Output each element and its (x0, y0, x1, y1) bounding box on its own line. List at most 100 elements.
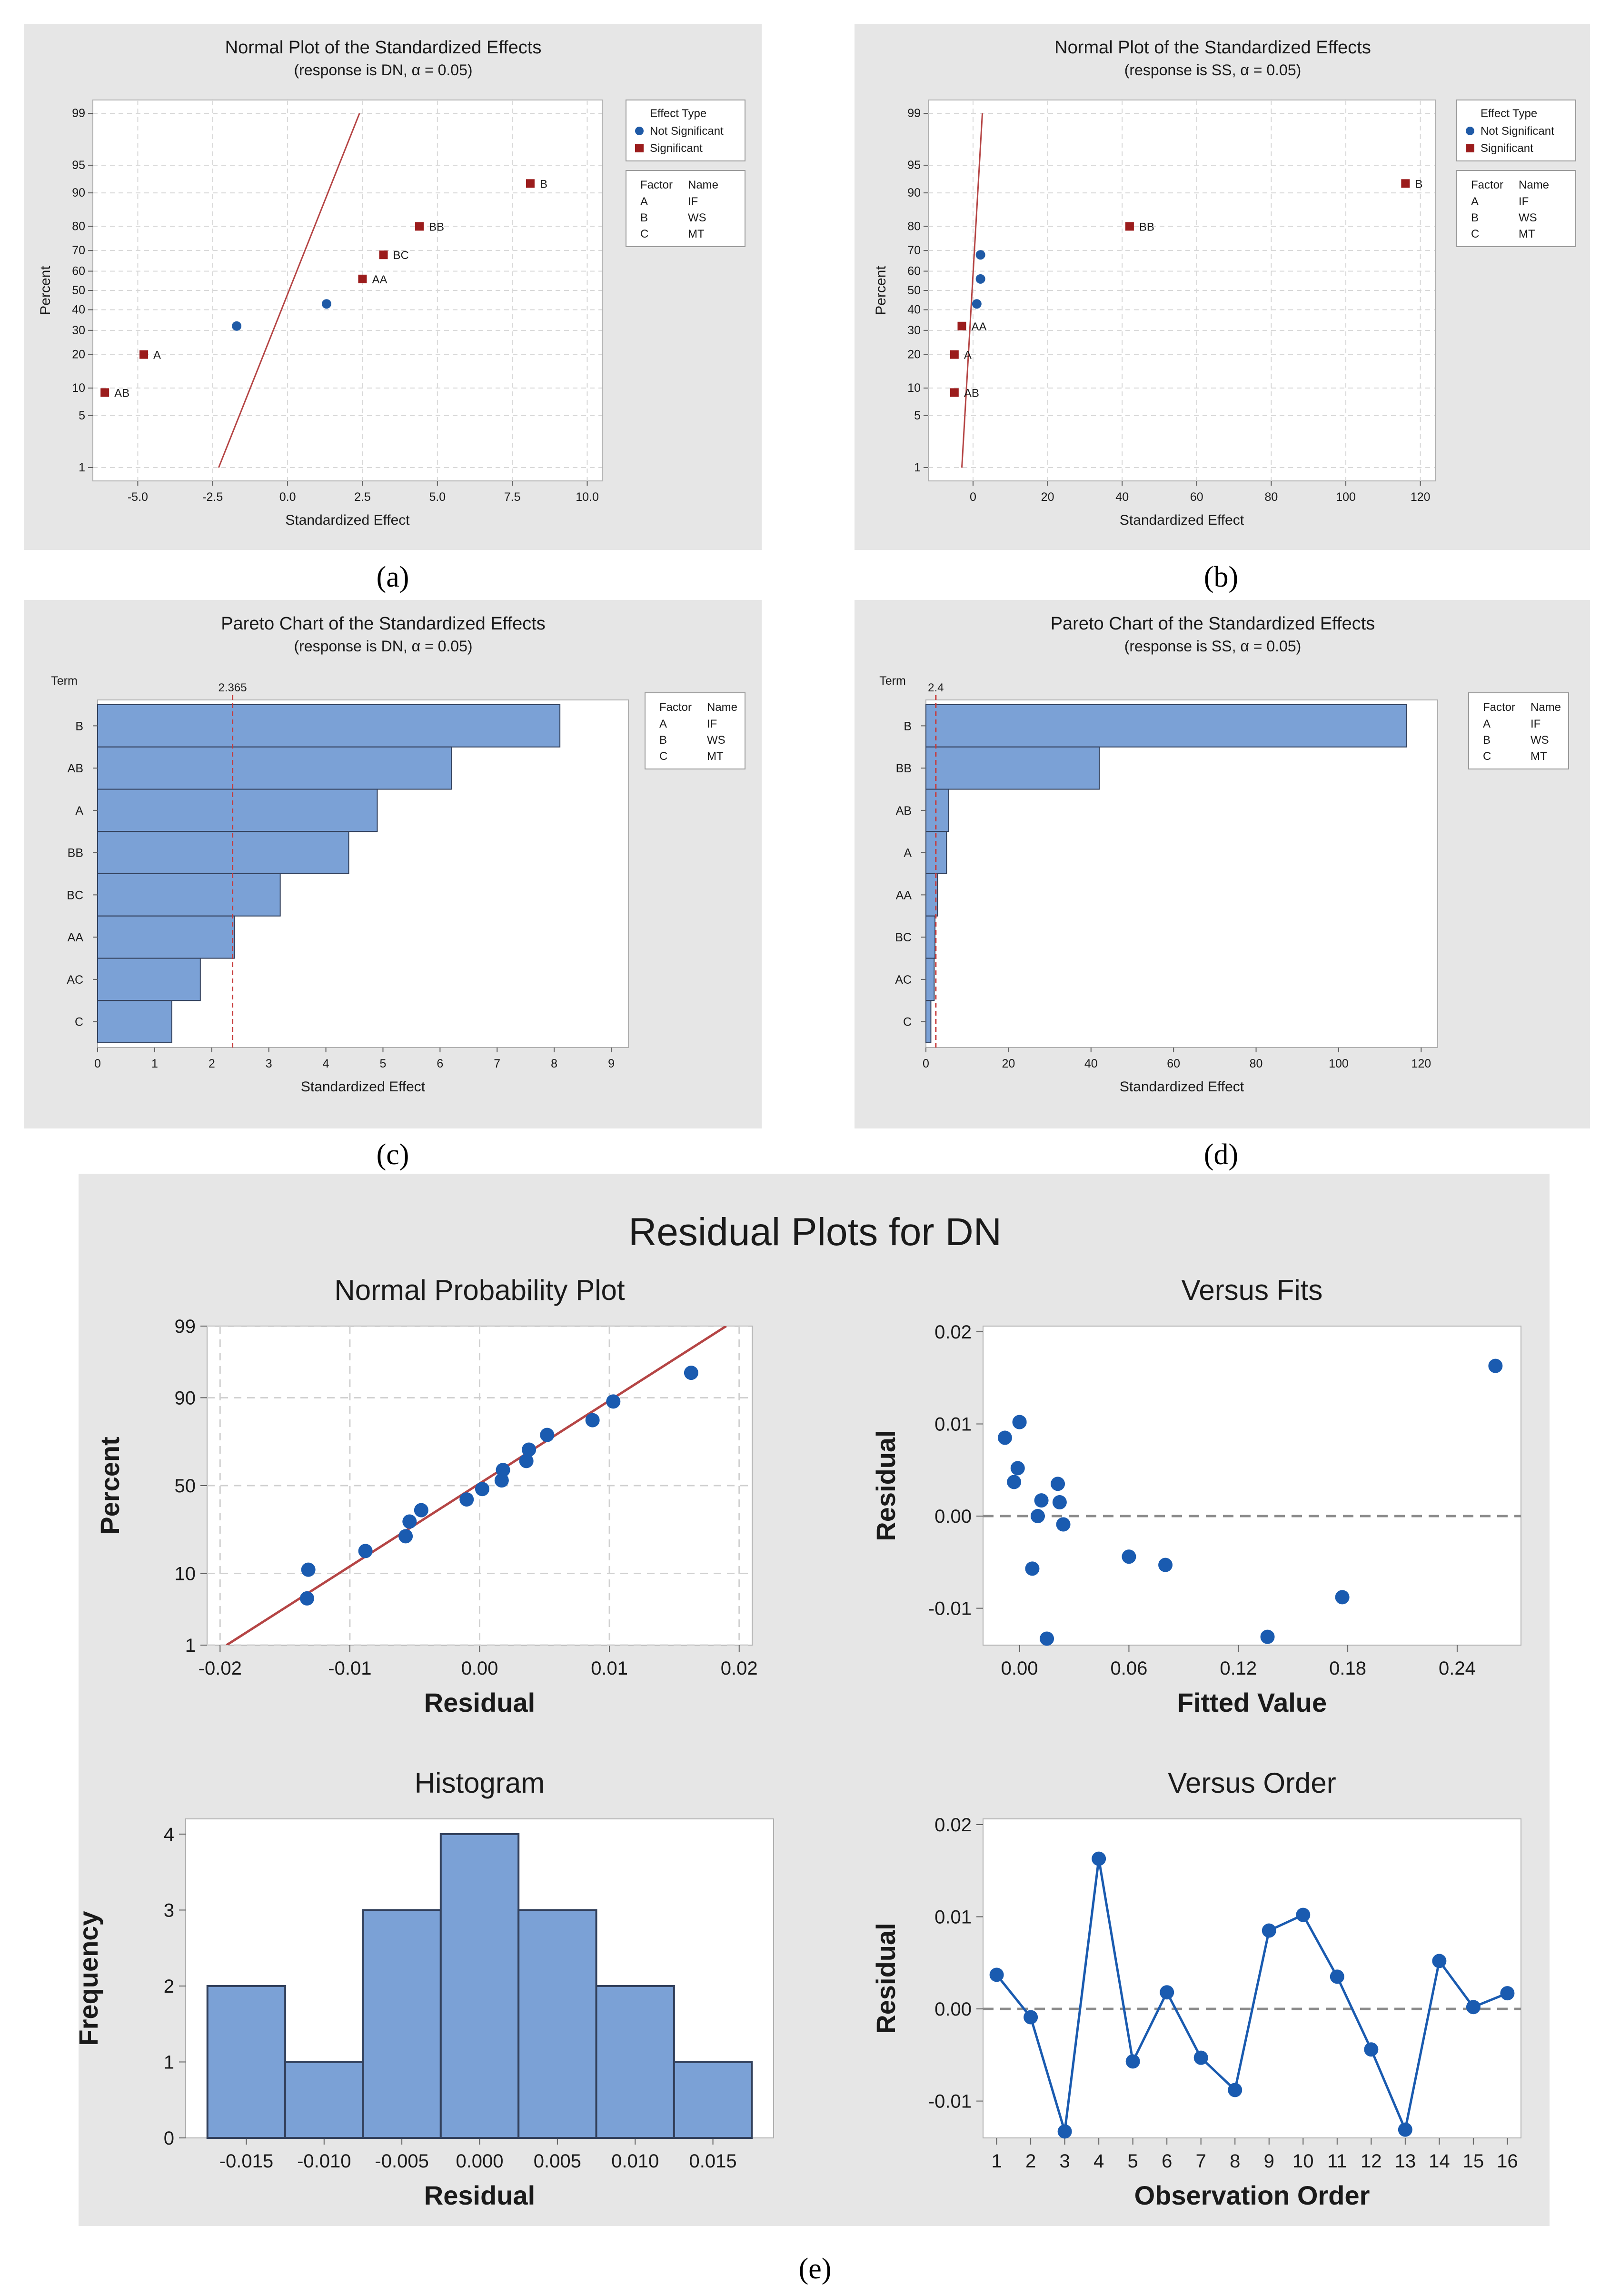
x-tick-label: 0.01 (591, 1658, 628, 1679)
factor-code: A (1483, 718, 1491, 730)
x-tick-label: 4 (1093, 2151, 1104, 2172)
residual-point (1024, 2010, 1038, 2025)
y-tick-label: 40 (907, 303, 921, 317)
residual-point (1193, 2050, 1208, 2065)
histogram-bar (439, 1833, 520, 2139)
factor-code: A (1471, 195, 1479, 208)
x-tick-label: -0.01 (328, 1658, 371, 1679)
point-label: BB (1139, 220, 1154, 233)
reference-line (961, 113, 984, 468)
residual-point (475, 1482, 489, 1497)
x-tick-label: -5.0 (128, 490, 148, 504)
x-tick-label: 0.0 (279, 490, 296, 504)
factor-code: C (659, 750, 667, 763)
y-tick-label: 30 (72, 324, 85, 337)
significant-point (358, 274, 367, 283)
x-tick-label: 100 (1329, 1057, 1349, 1070)
residual-point (1051, 1477, 1065, 1491)
y-tick-label: 1 (79, 461, 85, 474)
caption-d: (d) (1204, 1138, 1238, 1171)
factor-code: A (640, 195, 648, 208)
term-label: AA (896, 888, 912, 902)
point-label: A (153, 349, 161, 362)
x-tick-label: 4 (323, 1057, 329, 1070)
histogram-bar (517, 1909, 597, 2139)
y-tick-label: 3 (164, 1900, 174, 1921)
residual-point (540, 1428, 555, 1442)
y-tick-label: 95 (72, 159, 85, 172)
y-tick-label: 2 (164, 1976, 174, 1997)
residual-plots-title: Residual Plots for DN (628, 1210, 1002, 1254)
point-label: B (1415, 178, 1422, 190)
term-label: C (75, 1016, 83, 1029)
residual-point (1500, 1986, 1515, 2001)
x-tick-label: 10.0 (576, 490, 599, 504)
legend-title: Effect Type (1481, 107, 1537, 120)
bar (925, 915, 936, 959)
x-tick-label: 1 (991, 2151, 1002, 2172)
x-tick-label: 6 (437, 1057, 443, 1070)
legend-label: Significant (1481, 142, 1533, 155)
factor-table (1468, 692, 1569, 769)
subplot-title: Versus Fits (1182, 1274, 1323, 1306)
bar (97, 789, 378, 832)
factor-name: WS (688, 211, 706, 224)
chart-subtitle: (response is SS, α = 0.05) (1124, 61, 1302, 79)
factor-header: Factor (640, 179, 673, 191)
residual-point (1158, 1557, 1173, 1572)
x-tick-label: 2 (1025, 2151, 1036, 2172)
x-tick-label: 80 (1265, 490, 1278, 504)
significant-point (100, 388, 109, 397)
x-tick-label: -0.010 (297, 2151, 351, 2172)
not-significant-point (972, 299, 982, 309)
legend-marker-significant (1466, 144, 1474, 152)
term-label: B (75, 719, 83, 733)
x-tick-label: 60 (1190, 490, 1203, 504)
x-tick-label: 8 (1230, 2151, 1240, 2172)
x-tick-label: 0.000 (456, 2151, 503, 2172)
histogram-bar (284, 2061, 364, 2139)
point-label: AB (114, 387, 129, 399)
y-tick-label: 1 (914, 461, 921, 474)
name-header: Name (1519, 179, 1549, 191)
x-axis-label: Standardized Effect (1120, 512, 1244, 528)
y-tick-label: 0.01 (934, 1907, 972, 1928)
x-tick-label: 80 (1250, 1057, 1263, 1070)
subplot-area (983, 1818, 1521, 2138)
term-label: AC (67, 973, 83, 987)
y-tick-label: 0.02 (934, 1815, 972, 1836)
chart-title: Pareto Chart of the Standardized Effects (221, 614, 546, 634)
term-label: AB (896, 804, 912, 818)
y-tick-label: 5 (914, 409, 921, 422)
residual-point (1092, 1851, 1106, 1866)
chart-title: Pareto Chart of the Standardized Effects (1051, 614, 1375, 634)
factor-code: B (640, 211, 648, 224)
histogram-bar (595, 1985, 675, 2139)
term-label: BC (895, 931, 912, 944)
factor-header: Factor (1483, 701, 1515, 714)
residual-point (1052, 1495, 1067, 1510)
bar (925, 704, 1407, 748)
x-axis-label: Residual (424, 1687, 535, 1717)
term-label: AA (68, 931, 84, 944)
legend-label: Not Significant (650, 125, 724, 138)
histogram-bar (673, 2061, 753, 2139)
significant-point (1401, 179, 1410, 188)
x-tick-label: 60 (1167, 1057, 1180, 1070)
x-tick-label: 14 (1429, 2151, 1450, 2172)
y-tick-label: 20 (72, 348, 85, 361)
name-header: Name (1531, 701, 1561, 714)
bar (925, 873, 938, 917)
bar (925, 1000, 932, 1043)
effect-type-legend (1456, 100, 1576, 161)
residual-point (1262, 1923, 1276, 1938)
residual-point (402, 1514, 417, 1529)
x-tick-label: 3 (1060, 2151, 1070, 2172)
residual-point (1034, 1493, 1049, 1508)
y-tick-label: 30 (907, 324, 921, 337)
residual-point (1160, 1985, 1174, 2000)
subplot-title: Histogram (415, 1767, 545, 1799)
x-tick-label: 10 (1292, 2151, 1314, 2172)
point-label: AB (964, 387, 979, 399)
